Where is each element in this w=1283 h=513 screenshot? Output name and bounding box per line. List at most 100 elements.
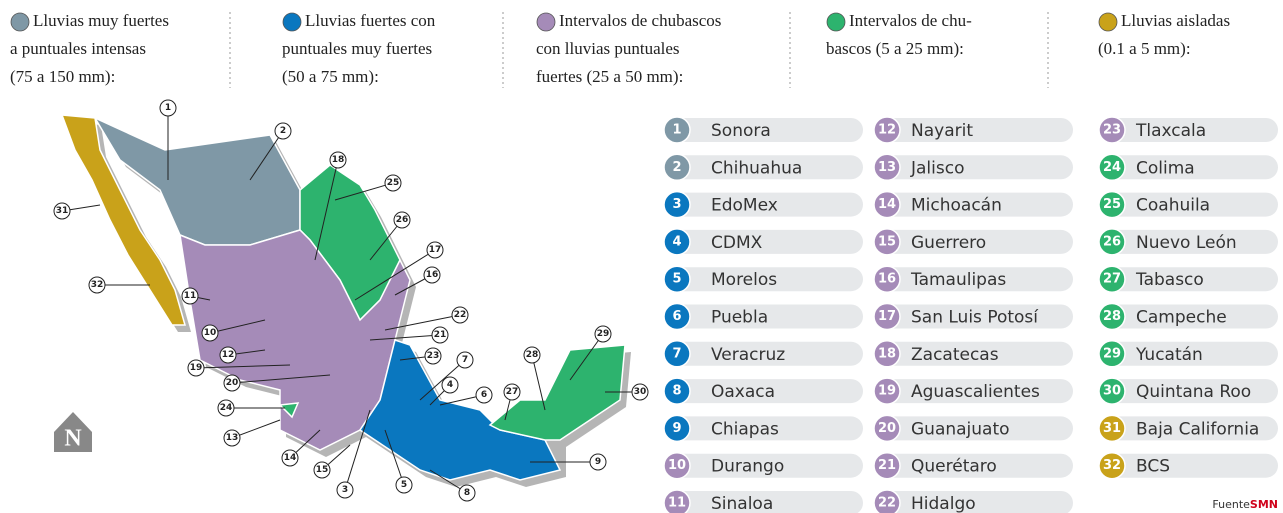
state-number: 10 xyxy=(668,458,686,473)
callout-number: 3 xyxy=(342,485,348,495)
callout-circle xyxy=(313,461,331,479)
state-number: 29 xyxy=(1103,346,1121,361)
state-name: Quintana Roo xyxy=(1136,382,1251,402)
state-badge xyxy=(1098,228,1126,256)
state-pill xyxy=(1100,453,1278,478)
state-number: 22 xyxy=(878,496,896,511)
callout-number: 24 xyxy=(220,403,233,413)
state-badge xyxy=(1098,451,1126,480)
north-label: N xyxy=(64,426,82,452)
state-pill xyxy=(1100,229,1278,254)
state-badge xyxy=(873,340,901,368)
state-number: 1 xyxy=(672,123,681,138)
state-pill xyxy=(875,192,1073,217)
callout-number: 26 xyxy=(396,215,409,225)
state-badge xyxy=(663,153,691,182)
state-name: Tlaxcala xyxy=(1135,121,1206,141)
callout-circle xyxy=(219,346,237,364)
callout-line xyxy=(419,359,466,401)
callout-circle xyxy=(384,174,402,192)
legend-swatch xyxy=(536,12,556,32)
state-badge xyxy=(1098,340,1126,368)
callout-line xyxy=(369,219,403,261)
state-badge xyxy=(663,116,691,144)
state-number: 18 xyxy=(878,346,896,361)
callout-circle xyxy=(594,325,612,343)
legend-text: fuertes (25 a 50 mm): xyxy=(536,67,683,86)
state-pill xyxy=(1100,304,1278,329)
state-name: Guanajuato xyxy=(911,419,1010,439)
callout-number: 15 xyxy=(316,465,329,475)
callout-line xyxy=(369,334,441,341)
callout-circle xyxy=(223,374,241,392)
state-badge xyxy=(873,377,901,405)
legend-text: Lluvias aisladas xyxy=(1121,11,1230,30)
state-number: 6 xyxy=(672,309,681,324)
callout-number: 13 xyxy=(226,433,239,443)
callout-line xyxy=(569,333,604,381)
state-name: Jalisco xyxy=(910,158,964,178)
callout-line xyxy=(195,364,291,369)
legend-text: bascos (5 a 25 mm): xyxy=(826,39,964,58)
callout-number: 8 xyxy=(464,488,470,498)
state-badge xyxy=(663,414,691,443)
state-number: 14 xyxy=(878,197,896,212)
state-name: Aguascalientes xyxy=(911,382,1040,402)
callout-circle xyxy=(201,324,219,342)
callout-circle xyxy=(631,383,649,401)
legend-swatch xyxy=(1098,12,1118,32)
callout-number: 14 xyxy=(284,453,297,463)
callout-circle xyxy=(223,429,241,447)
state-number: 7 xyxy=(672,346,681,361)
legend-text: Intervalos de chu- xyxy=(849,11,972,30)
source: FuenteSMN xyxy=(1212,498,1278,511)
state-badge xyxy=(1098,153,1126,182)
state-number: 24 xyxy=(1103,160,1121,175)
legend-text: con lluvias puntuales xyxy=(536,39,680,58)
region-colima xyxy=(278,402,300,419)
state-pill xyxy=(1100,416,1278,441)
state-pill xyxy=(875,491,1073,513)
state-badge xyxy=(663,190,691,219)
legend-text: (0.1 a 5 mm): xyxy=(1098,39,1191,58)
state-pill xyxy=(875,155,1073,180)
legend-text: (50 a 75 mm): xyxy=(282,67,379,86)
callout-circle xyxy=(523,346,541,364)
callout-circle xyxy=(503,383,521,401)
state-name: Puebla xyxy=(711,308,768,328)
callout-number: 29 xyxy=(597,329,610,339)
state-badge xyxy=(873,414,901,443)
state-badge xyxy=(873,489,901,513)
state-number: 30 xyxy=(1103,384,1121,399)
callout-circle xyxy=(475,386,493,404)
callout-circle xyxy=(426,241,444,259)
state-badge xyxy=(1098,377,1126,405)
legend-text: puntuales muy fuertes xyxy=(282,39,432,58)
state-name: Querétaro xyxy=(911,457,997,477)
state-name: Oaxaca xyxy=(711,382,775,402)
state-pill xyxy=(1100,155,1278,180)
state-pill xyxy=(1100,341,1278,366)
callout-circle xyxy=(336,481,354,499)
state-name: Sonora xyxy=(711,121,771,141)
callout-number: 27 xyxy=(506,387,519,397)
state-badge xyxy=(873,228,901,256)
state-badge xyxy=(1098,265,1126,293)
state-name: Nuevo León xyxy=(1136,233,1237,253)
state-pill xyxy=(665,453,863,478)
callout-number: 12 xyxy=(222,350,235,360)
callout-circle xyxy=(217,399,235,417)
callout-circle xyxy=(281,449,299,467)
state-name: Sinaloa xyxy=(711,494,773,513)
state-pill xyxy=(875,267,1073,292)
state-name: Zacatecas xyxy=(911,345,999,365)
state-name: BCS xyxy=(1136,457,1170,477)
state-number: 26 xyxy=(1103,234,1121,249)
state-number: 12 xyxy=(878,123,896,138)
state-pill xyxy=(875,229,1073,254)
state-name: Yucatán xyxy=(1135,345,1203,365)
state-pill xyxy=(1100,192,1278,217)
state-badge xyxy=(663,451,691,480)
state-name: Tamaulipas xyxy=(910,270,1006,290)
state-number: 16 xyxy=(878,272,896,287)
